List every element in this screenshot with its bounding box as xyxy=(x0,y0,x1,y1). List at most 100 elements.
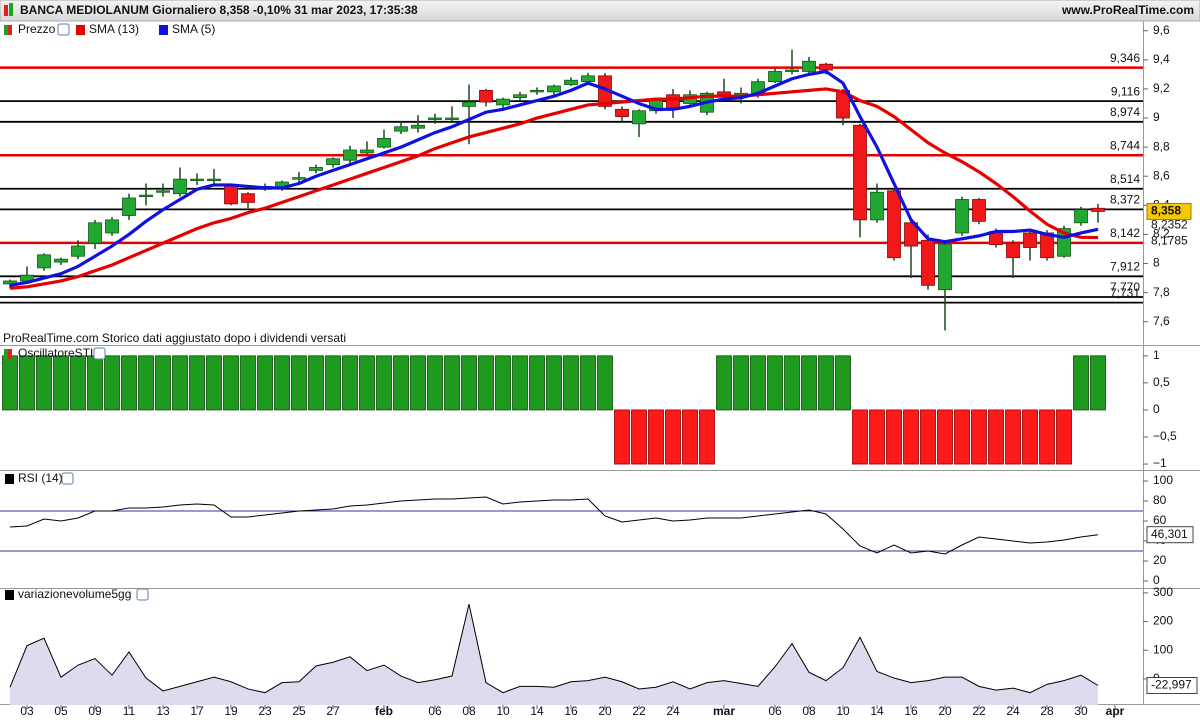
oscillator-bar xyxy=(563,355,579,411)
oscillator-bar xyxy=(954,409,970,465)
x-tick-label: 06 xyxy=(768,704,782,718)
oscillator-bar xyxy=(529,355,545,411)
oscillator-bar xyxy=(767,355,783,411)
oscillator-bar xyxy=(1056,409,1072,465)
oscillator-bar xyxy=(1039,409,1055,465)
oscillator-bar xyxy=(291,355,307,411)
oscillator-bar xyxy=(648,409,664,465)
oscillator-bar xyxy=(308,355,324,411)
x-tick-label: 27 xyxy=(326,704,340,718)
level-label: 7,770 xyxy=(1110,280,1140,294)
oscillator-bar xyxy=(835,355,851,411)
candle-body xyxy=(1023,232,1037,248)
oscillator-bar xyxy=(478,355,494,411)
candle-body xyxy=(377,137,391,148)
y-tick-label: 9,4 xyxy=(1153,52,1170,66)
x-tick-label: 16 xyxy=(904,704,918,718)
candle-body xyxy=(173,178,187,195)
header-site[interactable]: www.ProRealTime.com xyxy=(1061,3,1194,17)
x-tick-label: 20 xyxy=(938,704,952,718)
y-tick-label: 20 xyxy=(1153,553,1167,567)
candle-body xyxy=(445,117,459,120)
x-tick-label: 16 xyxy=(564,704,578,718)
candle-body xyxy=(428,117,442,120)
oscillator-bar xyxy=(784,355,800,411)
x-tick-label: 24 xyxy=(666,704,680,718)
x-tick-label: 14 xyxy=(870,704,884,718)
candle-body xyxy=(54,258,68,263)
oscillator-bar xyxy=(274,355,290,411)
y-tick-label: 0 xyxy=(1153,402,1160,416)
x-tick-label: 10 xyxy=(836,704,850,718)
y-tick-label: −1 xyxy=(1153,456,1167,470)
oscillator-bar xyxy=(376,355,392,411)
oscillator-bar xyxy=(206,355,222,411)
candle-body xyxy=(496,98,510,106)
candle-body xyxy=(819,63,833,71)
oscillator-bar xyxy=(189,355,205,411)
candle-body xyxy=(88,222,102,244)
x-tick-label: 30 xyxy=(1074,704,1088,718)
candle-body xyxy=(785,69,799,72)
x-tick-label: 22 xyxy=(632,704,646,718)
oscillator-bar xyxy=(750,355,766,411)
oscillator-bar xyxy=(597,355,613,411)
oscillator-bar xyxy=(155,355,171,411)
y-tick-label: 8 xyxy=(1153,256,1160,270)
y-tick-label: 80 xyxy=(1153,493,1167,507)
y-tick-label: 300 xyxy=(1153,585,1173,599)
candle-body xyxy=(853,124,867,221)
oscillator-bar xyxy=(240,355,256,411)
last-price-label: 8,358 xyxy=(1151,204,1181,218)
rsi-line xyxy=(9,496,1099,555)
oscillator-bar xyxy=(325,355,341,411)
candle-body xyxy=(207,178,221,182)
note: ProRealTime.com Storico dati aggiustato … xyxy=(3,331,346,345)
legend-swatch xyxy=(159,25,168,35)
oscillator-bar xyxy=(461,355,477,411)
legend-icon xyxy=(8,349,12,359)
oscillator-bar xyxy=(699,409,715,465)
y-tick-label: 8,8 xyxy=(1153,139,1170,153)
candle-body xyxy=(513,94,527,99)
candle-body xyxy=(887,190,901,259)
y-tick-label: 8,6 xyxy=(1153,168,1170,182)
x-tick-label: 11 xyxy=(123,704,136,718)
y-tick-label: 7,8 xyxy=(1153,285,1170,299)
x-tick-label: 25 xyxy=(292,704,306,718)
oscillator-bar xyxy=(495,355,511,411)
oscillator-bar xyxy=(614,409,630,465)
candle-body xyxy=(717,91,731,96)
candle-body xyxy=(1006,242,1020,259)
sma-last-label: 8,2352 xyxy=(1151,217,1188,231)
candle-body xyxy=(547,85,561,93)
x-tick-label: feb xyxy=(375,704,393,718)
legend-label: SMA (5) xyxy=(172,22,215,36)
oscillator-bar xyxy=(937,409,953,465)
candle-body xyxy=(156,190,170,193)
oscillator-bar xyxy=(716,355,732,411)
oscillator-bar xyxy=(36,355,52,411)
oscillator-bar xyxy=(427,355,443,411)
candle-body xyxy=(360,149,374,154)
last-value-label: 46,301 xyxy=(1151,527,1188,541)
x-tick-label: 24 xyxy=(1006,704,1020,718)
candle-body xyxy=(71,245,85,257)
header-bar xyxy=(0,0,1200,22)
y-tick-label: 0,5 xyxy=(1153,375,1170,389)
x-tick-label: apr xyxy=(1106,704,1125,718)
legend-swatch xyxy=(5,590,14,600)
oscillator-bar xyxy=(121,355,137,411)
level-label: 7,731 xyxy=(1110,286,1140,300)
oscillator-bar xyxy=(580,355,596,411)
sma-last-label: 8,1785 xyxy=(1151,234,1188,248)
candle-body xyxy=(1074,209,1088,224)
candle-body xyxy=(122,197,136,216)
last-price-box xyxy=(1146,202,1192,220)
legend-icon xyxy=(8,25,12,35)
candle-body xyxy=(139,194,153,198)
x-tick-label: 09 xyxy=(88,704,102,718)
oscillator-bar xyxy=(444,355,460,411)
oscillator-bar xyxy=(1005,409,1021,465)
